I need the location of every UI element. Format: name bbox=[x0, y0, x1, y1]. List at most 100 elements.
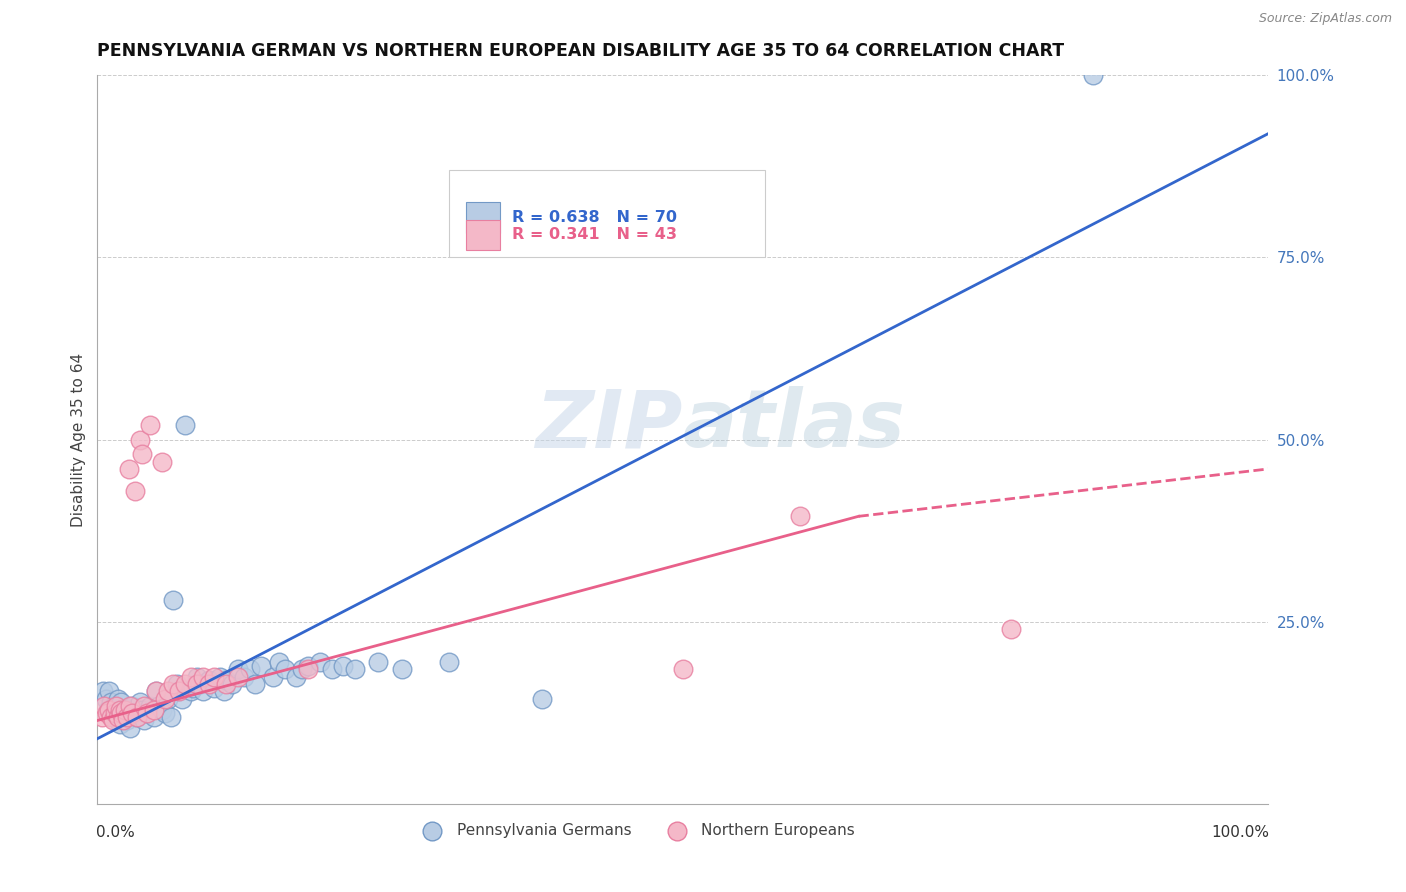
Point bbox=[107, 691, 129, 706]
Point bbox=[162, 593, 184, 607]
Point bbox=[142, 710, 165, 724]
Point bbox=[134, 698, 156, 713]
Point bbox=[186, 677, 208, 691]
Point bbox=[197, 677, 219, 691]
Point bbox=[1000, 623, 1022, 637]
Point bbox=[124, 483, 146, 498]
Point bbox=[91, 710, 114, 724]
Point bbox=[127, 710, 149, 724]
Point bbox=[209, 670, 232, 684]
Legend: Pennsylvania Germans, Northern Europeans: Pennsylvania Germans, Northern Europeans bbox=[411, 817, 862, 844]
Text: R = 0.638   N = 70: R = 0.638 N = 70 bbox=[512, 210, 676, 225]
Point bbox=[98, 684, 121, 698]
Point bbox=[343, 662, 366, 676]
Point bbox=[321, 662, 343, 676]
Text: R = 0.341   N = 43: R = 0.341 N = 43 bbox=[512, 227, 676, 243]
Point bbox=[100, 695, 122, 709]
Point bbox=[156, 684, 179, 698]
Point bbox=[110, 706, 132, 721]
Text: PENNSYLVANIA GERMAN VS NORTHERN EUROPEAN DISABILITY AGE 35 TO 64 CORRELATION CHA: PENNSYLVANIA GERMAN VS NORTHERN EUROPEAN… bbox=[97, 42, 1064, 60]
Y-axis label: Disability Age 35 to 64: Disability Age 35 to 64 bbox=[72, 352, 86, 527]
Point bbox=[291, 662, 314, 676]
Point bbox=[142, 702, 165, 716]
Point bbox=[190, 677, 212, 691]
Point bbox=[245, 677, 267, 691]
Point bbox=[186, 670, 208, 684]
Point bbox=[148, 698, 170, 713]
Point bbox=[117, 702, 139, 716]
Point bbox=[274, 662, 297, 676]
Point bbox=[204, 681, 226, 695]
Point bbox=[120, 698, 142, 713]
Point bbox=[212, 684, 235, 698]
Point bbox=[127, 710, 149, 724]
Point bbox=[367, 655, 389, 669]
Point bbox=[672, 662, 695, 676]
Point bbox=[239, 662, 262, 676]
Point bbox=[134, 714, 156, 728]
Point bbox=[267, 655, 290, 669]
Point bbox=[131, 447, 153, 461]
Point bbox=[250, 658, 273, 673]
Point bbox=[204, 670, 226, 684]
Text: atlas: atlas bbox=[683, 386, 905, 464]
Point bbox=[160, 710, 183, 724]
Text: 0.0%: 0.0% bbox=[96, 825, 135, 840]
Point bbox=[155, 691, 177, 706]
Point bbox=[166, 677, 188, 691]
Point bbox=[111, 710, 134, 724]
Point bbox=[180, 670, 202, 684]
Point bbox=[437, 655, 460, 669]
Point bbox=[135, 706, 157, 721]
Point bbox=[162, 677, 184, 691]
Point bbox=[174, 677, 197, 691]
Point bbox=[93, 698, 115, 713]
Point bbox=[221, 677, 243, 691]
Point bbox=[108, 717, 131, 731]
Point bbox=[156, 691, 179, 706]
Point bbox=[297, 658, 319, 673]
Point bbox=[226, 662, 249, 676]
Point bbox=[105, 702, 128, 716]
Point bbox=[105, 698, 128, 713]
Point bbox=[115, 710, 138, 724]
Point bbox=[332, 658, 354, 673]
Point bbox=[215, 673, 238, 688]
Point bbox=[145, 684, 167, 698]
Point bbox=[108, 702, 131, 716]
Point bbox=[150, 702, 173, 716]
FancyBboxPatch shape bbox=[449, 170, 765, 258]
Point bbox=[191, 670, 214, 684]
Point bbox=[97, 702, 120, 716]
Point bbox=[789, 509, 811, 524]
Point bbox=[104, 706, 127, 721]
Point bbox=[183, 681, 205, 695]
FancyBboxPatch shape bbox=[467, 202, 501, 233]
Point bbox=[112, 706, 135, 721]
Point bbox=[215, 677, 238, 691]
Text: Source: ZipAtlas.com: Source: ZipAtlas.com bbox=[1258, 12, 1392, 25]
Point bbox=[100, 710, 122, 724]
Point bbox=[96, 706, 118, 721]
Text: 100.0%: 100.0% bbox=[1212, 825, 1270, 840]
Point bbox=[170, 691, 193, 706]
Point bbox=[121, 698, 143, 713]
Point bbox=[112, 702, 135, 716]
Point bbox=[297, 662, 319, 676]
Point bbox=[128, 695, 150, 709]
Point bbox=[139, 418, 162, 433]
Point bbox=[155, 706, 177, 721]
Point bbox=[131, 702, 153, 716]
Point bbox=[128, 433, 150, 447]
Point bbox=[262, 670, 284, 684]
Point bbox=[110, 695, 132, 709]
Point bbox=[169, 684, 191, 698]
Point bbox=[285, 670, 308, 684]
Point bbox=[145, 684, 167, 698]
Point bbox=[139, 698, 162, 713]
Point bbox=[118, 462, 141, 476]
Point bbox=[1081, 68, 1104, 82]
Point bbox=[120, 721, 142, 735]
Point bbox=[98, 702, 121, 716]
Point bbox=[91, 684, 114, 698]
